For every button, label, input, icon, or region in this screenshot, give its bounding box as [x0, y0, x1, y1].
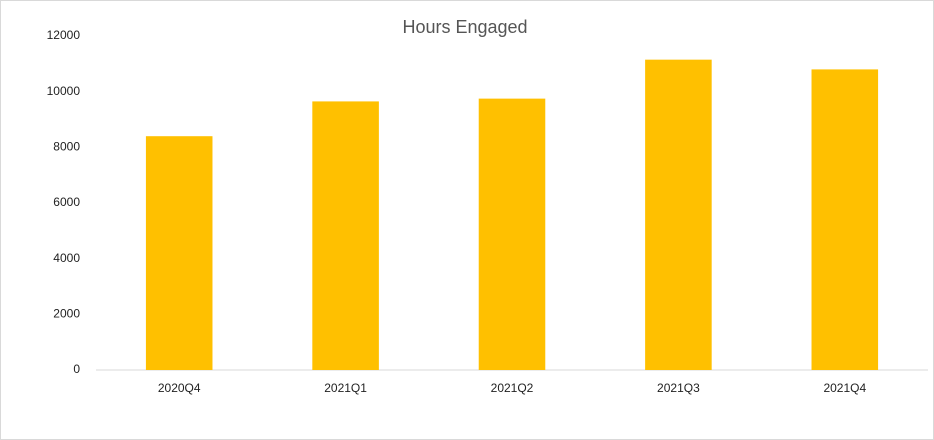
- bar: [312, 101, 379, 371]
- y-tick-label: 12000: [47, 28, 81, 42]
- x-tick-label: 2021Q4: [823, 381, 866, 395]
- y-tick-label: 8000: [53, 140, 80, 154]
- chart-title: Hours Engaged: [402, 17, 527, 37]
- x-tick-label: 2021Q1: [324, 381, 367, 395]
- y-tick-label: 6000: [53, 195, 80, 209]
- bar: [645, 59, 712, 371]
- bar: [478, 98, 546, 370]
- x-tick-label: 2021Q3: [657, 381, 700, 395]
- bar: [811, 69, 879, 371]
- y-tick-label: 2000: [53, 307, 80, 321]
- x-tick-label: 2020Q4: [158, 381, 201, 395]
- y-tick-label: 10000: [47, 84, 81, 98]
- x-tick-label: 2021Q2: [491, 381, 534, 395]
- y-tick-label: 0: [73, 362, 80, 376]
- y-tick-label: 4000: [53, 251, 80, 265]
- bar: [145, 136, 213, 370]
